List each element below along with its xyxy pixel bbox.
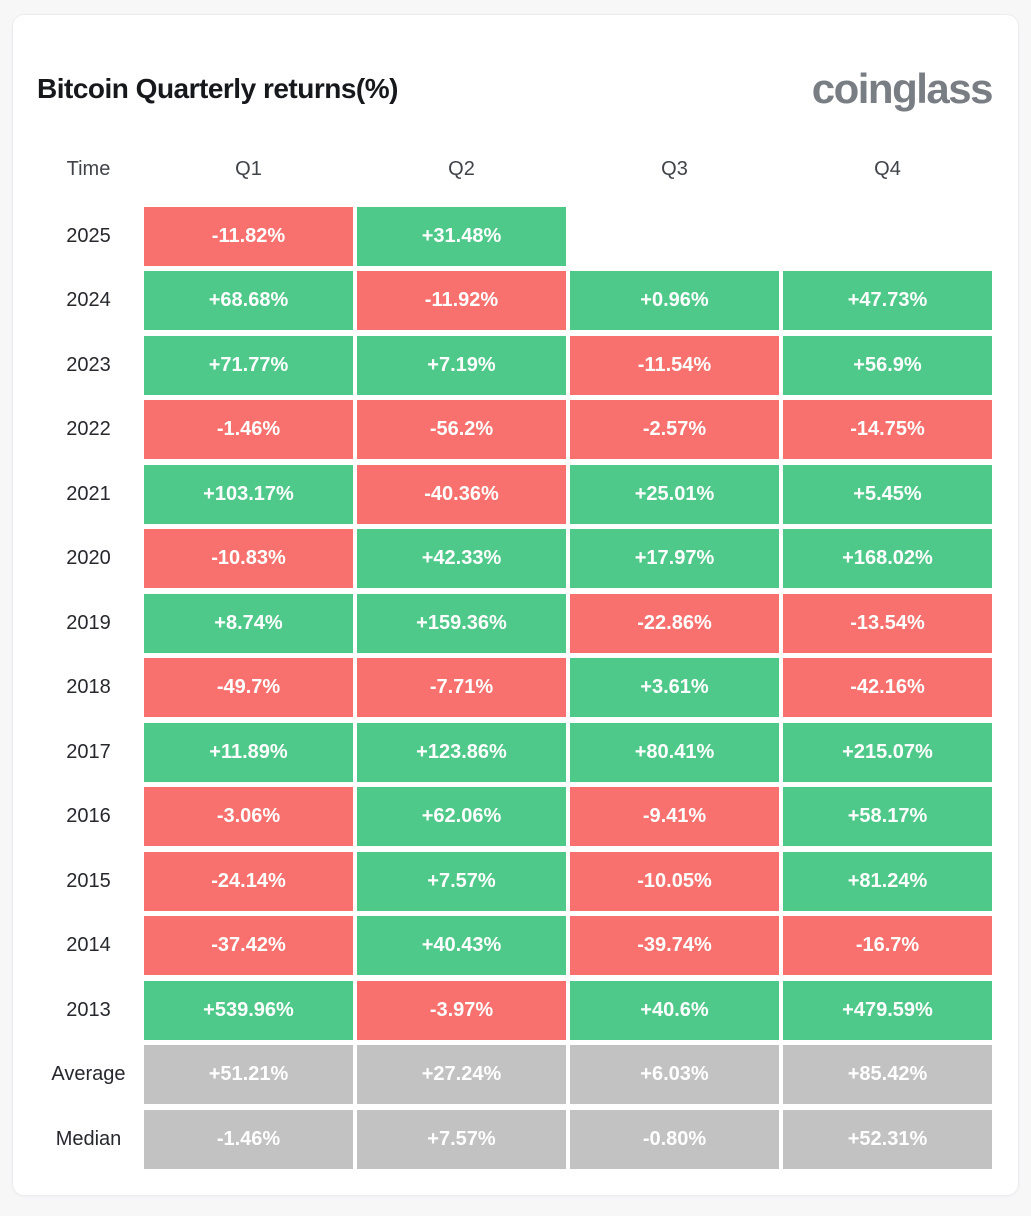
empty-cell-2025-q4 <box>783 207 992 266</box>
value-cell-2016-q4: +58.17% <box>783 787 992 846</box>
value-cell-2019-q4: -13.54% <box>783 593 992 653</box>
row-label-2018: 2018 <box>66 676 111 698</box>
value-cell-2014-q2: +40.43% <box>357 916 566 975</box>
row-label-2025: 2025 <box>66 224 111 247</box>
quarterly-returns-card: Bitcoin Quarterly returns(%) coinglass T… <box>12 14 1019 1196</box>
value-cell-2022-q3: -2.57% <box>570 400 779 459</box>
row-label-2023: 2023 <box>66 353 111 376</box>
value-cell-2018-q4: -42.16% <box>783 658 992 717</box>
value-cell-2019-q2: +159.36% <box>357 593 566 653</box>
value-cell-2017-q1: +11.89% <box>144 722 353 782</box>
value-cell-2023-q1: +71.77% <box>144 335 353 395</box>
row-label-2016: 2016 <box>66 805 111 827</box>
value-cell-2018-q2: -7.71% <box>357 658 566 717</box>
row-label-median: Median <box>55 1127 122 1150</box>
column-header-q3: Q3 <box>661 157 688 180</box>
row-label-2022: 2022 <box>66 418 111 440</box>
value-cell-2020-q1: -10.83% <box>144 529 353 588</box>
value-cell-2021-q1: +103.17% <box>144 464 353 524</box>
value-cell-2015-q2: +7.57% <box>357 851 566 911</box>
value-cell-2016-q2: +62.06% <box>357 787 566 846</box>
value-cell-average-q1: +51.21% <box>144 1045 353 1104</box>
value-cell-2024-q3: +0.96% <box>570 271 779 330</box>
value-cell-2014-q1: -37.42% <box>144 916 353 975</box>
value-cell-2021-q2: -40.36% <box>357 464 566 524</box>
value-cell-2015-q3: -10.05% <box>570 851 779 911</box>
value-cell-2013-q3: +40.6% <box>570 980 779 1040</box>
row-label-2024: 2024 <box>66 289 111 311</box>
value-cell-2021-q4: +5.45% <box>783 464 992 524</box>
value-cell-2024-q1: +68.68% <box>144 271 353 330</box>
value-cell-2019-q3: -22.86% <box>570 593 779 653</box>
value-cell-2013-q4: +479.59% <box>783 980 992 1040</box>
column-header-time: Time <box>66 157 111 180</box>
value-cell-2017-q2: +123.86% <box>357 722 566 782</box>
row-label-2015: 2015 <box>66 869 111 892</box>
value-cell-median-q1: -1.46% <box>144 1109 353 1169</box>
row-label-2021: 2021 <box>66 482 111 505</box>
row-label-2013: 2013 <box>66 998 111 1021</box>
value-cell-2017-q3: +80.41% <box>570 722 779 782</box>
value-cell-2013-q1: +539.96% <box>144 980 353 1040</box>
value-cell-average-q3: +6.03% <box>570 1045 779 1104</box>
row-label-2020: 2020 <box>66 547 111 569</box>
value-cell-2014-q4: -16.7% <box>783 916 992 975</box>
value-cell-2020-q4: +168.02% <box>783 529 992 588</box>
value-cell-2019-q1: +8.74% <box>144 593 353 653</box>
value-cell-2018-q1: -49.7% <box>144 658 353 717</box>
value-cell-median-q4: +52.31% <box>783 1109 992 1169</box>
value-cell-2014-q3: -39.74% <box>570 916 779 975</box>
value-cell-2016-q3: -9.41% <box>570 787 779 846</box>
value-cell-2021-q3: +25.01% <box>570 464 779 524</box>
value-cell-2017-q4: +215.07% <box>783 722 992 782</box>
value-cell-2016-q1: -3.06% <box>144 787 353 846</box>
value-cell-2024-q2: -11.92% <box>357 271 566 330</box>
empty-cell-2025-q3 <box>570 207 779 266</box>
page-title: Bitcoin Quarterly returns(%) <box>37 73 398 104</box>
value-cell-average-q2: +27.24% <box>357 1045 566 1104</box>
value-cell-2023-q4: +56.9% <box>783 335 992 395</box>
value-cell-2024-q4: +47.73% <box>783 271 992 330</box>
value-cell-average-q4: +85.42% <box>783 1045 992 1104</box>
value-cell-2018-q3: +3.61% <box>570 658 779 717</box>
value-cell-2022-q2: -56.2% <box>357 400 566 459</box>
row-label-2014: 2014 <box>66 934 111 956</box>
value-cell-2025-q1: -11.82% <box>144 206 353 266</box>
value-cell-2023-q3: -11.54% <box>570 335 779 395</box>
value-cell-2013-q2: -3.97% <box>357 980 566 1040</box>
value-cell-2015-q4: +81.24% <box>783 851 992 911</box>
column-header-q2: Q2 <box>448 157 475 180</box>
value-cell-2025-q2: +31.48% <box>357 206 566 266</box>
value-cell-2022-q4: -14.75% <box>783 400 992 459</box>
titlebar: Bitcoin Quarterly returns(%) coinglass <box>37 15 994 117</box>
coinglass-logo: coinglass <box>811 65 994 112</box>
column-header-q4: Q4 <box>874 157 901 180</box>
row-label-average: Average <box>51 1063 126 1085</box>
row-label-2017: 2017 <box>66 740 111 763</box>
returns-table: Time Q1 Q2 Q3 Q4 2025 -11.82% +31.48% 2024 +68.68… <box>37 137 992 1169</box>
value-cell-median-q3: -0.80% <box>570 1109 779 1169</box>
value-cell-2015-q1: -24.14% <box>144 851 353 911</box>
column-header-q1: Q1 <box>235 157 262 180</box>
value-cell-2020-q2: +42.33% <box>357 529 566 588</box>
value-cell-2020-q3: +17.97% <box>570 529 779 588</box>
value-cell-2023-q2: +7.19% <box>357 335 566 395</box>
row-label-2019: 2019 <box>66 611 111 634</box>
value-cell-2022-q1: -1.46% <box>144 400 353 459</box>
value-cell-median-q2: +7.57% <box>357 1109 566 1169</box>
